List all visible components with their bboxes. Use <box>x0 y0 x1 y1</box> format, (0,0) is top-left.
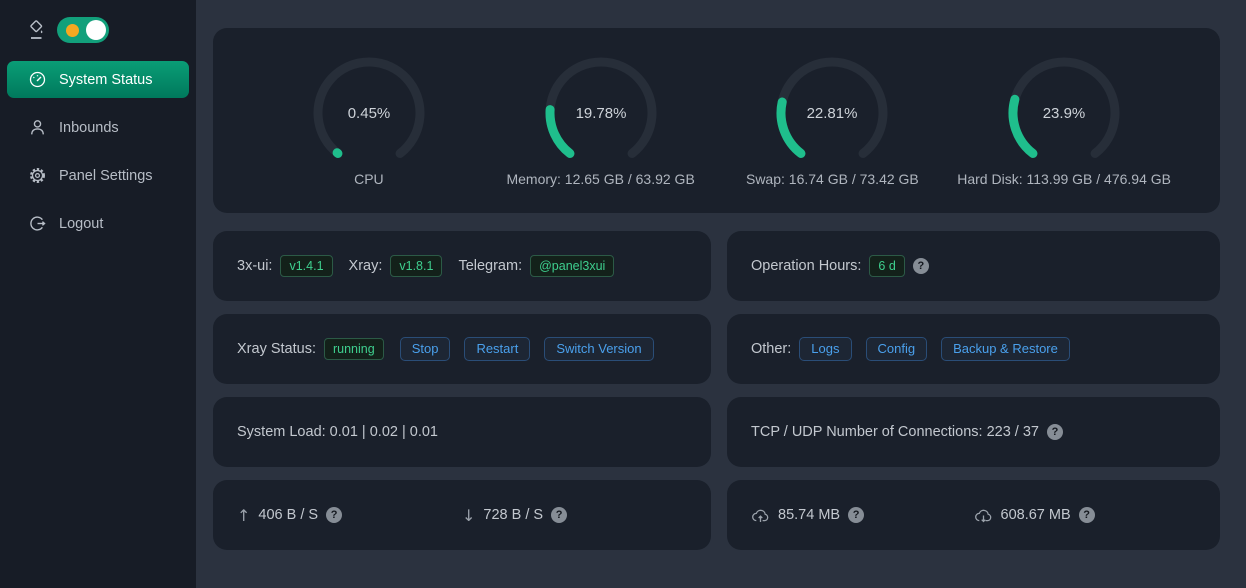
xui-label: 3x-ui: <box>237 258 273 274</box>
main-content: 0.45% CPU 19.78% Memory: 12.65 GB / 63.9… <box>196 0 1246 588</box>
question-icon[interactable]: ? <box>912 258 929 274</box>
traffic-totals-card: 85.74 MB ? 608.67 MB ? <box>727 480 1220 550</box>
gauge-progress <box>545 57 657 158</box>
operation-hours-tag: 6 d <box>869 255 905 277</box>
telegram-handle-tag[interactable]: @panel3xui <box>530 255 615 277</box>
gauge-label: CPU <box>354 170 384 187</box>
gauge-label: Hard Disk: 113.99 GB / 476.94 GB <box>957 170 1171 187</box>
download-speed-value: 728 B / S <box>483 507 544 523</box>
download-speed: ↓ 728 B / S ? <box>462 506 687 525</box>
backup-restore-button[interactable]: Backup & Restore <box>941 337 1070 361</box>
connections-card: TCP / UDP Number of Connections: 223 / 3… <box>727 397 1220 467</box>
gauge-track <box>313 57 425 158</box>
xray-status-tag: running <box>323 338 384 360</box>
network-speed-card: ↑ 406 B / S ? ↓ 728 B / S ? <box>213 480 711 550</box>
sidebar-item-label: System Status <box>59 71 153 88</box>
question-icon[interactable]: ? <box>1047 424 1063 440</box>
gauge-percent: 22.81% <box>807 105 858 122</box>
gauge-cpu: 0.45% CPU <box>253 55 485 187</box>
xui-version-tag: v1.4.1 <box>280 255 333 277</box>
toggle-knob <box>86 20 106 40</box>
xray-status-label: Xray Status: <box>237 341 316 357</box>
xray-label: Xray: <box>348 258 383 274</box>
xray-version-tag: v1.8.1 <box>390 255 443 277</box>
system-load-text: System Load: 0.01 | 0.02 | 0.01 <box>237 424 438 440</box>
gauge-progress <box>1008 57 1120 158</box>
xray-status-card: Xray Status: running Stop Restart Switch… <box>213 314 711 384</box>
theme-row <box>0 15 196 45</box>
sidebar-item-system-status[interactable]: System Status <box>7 61 189 98</box>
traffic-sent-value: 85.74 MB <box>778 507 841 523</box>
gauge-memory: 19.78% Memory: 12.65 GB / 63.92 GB <box>485 55 717 187</box>
question-icon[interactable]: ? <box>1078 507 1095 523</box>
cloud-upload-icon <box>752 509 769 522</box>
sidebar-item-logout[interactable]: Logout <box>7 205 189 242</box>
operation-hours-card: Operation Hours: 6 d ? <box>727 231 1220 301</box>
versions-card: 3x-ui: v1.4.1 Xray: v1.8.1 Telegram: @pa… <box>213 231 711 301</box>
sidebar-menu: System Status Inbounds Panel Settings <box>0 61 196 242</box>
telegram-label: Telegram: <box>458 258 523 274</box>
traffic-sent: 85.74 MB ? <box>751 507 974 523</box>
user-icon <box>31 120 44 135</box>
gear-icon <box>30 168 45 183</box>
sidebar: System Status Inbounds Panel Settings <box>0 0 196 588</box>
sidebar-item-label: Panel Settings <box>59 167 153 184</box>
gauge-percent: 0.45% <box>348 105 391 122</box>
connections-text: TCP / UDP Number of Connections: 223 / 3… <box>751 424 1039 440</box>
gauge-hard-disk: 23.9% Hard Disk: 113.99 GB / 476.94 GB <box>948 55 1180 187</box>
stop-button[interactable]: Stop <box>399 337 451 361</box>
question-icon[interactable]: ? <box>848 507 865 523</box>
gauge-swap: 22.81% Swap: 16.74 GB / 73.42 GB <box>717 55 949 187</box>
logs-button[interactable]: Logs <box>799 337 852 361</box>
arrow-down-icon: ↓ <box>462 505 476 525</box>
dark-mode-toggle[interactable] <box>57 17 109 43</box>
gauge-label: Memory: 12.65 GB / 63.92 GB <box>506 170 695 187</box>
restart-button[interactable]: Restart <box>464 337 531 361</box>
operation-hours-label: Operation Hours: <box>751 258 862 274</box>
question-icon[interactable]: ? <box>551 507 568 523</box>
sidebar-item-inbounds[interactable]: Inbounds <box>7 109 189 146</box>
gauge-progress <box>776 57 888 158</box>
sun-icon <box>66 24 79 37</box>
upload-speed: ↑ 406 B / S ? <box>237 506 462 525</box>
resource-gauges-card: 0.45% CPU 19.78% Memory: 12.65 GB / 63.9… <box>213 28 1220 213</box>
config-button[interactable]: Config <box>865 337 928 361</box>
question-icon[interactable]: ? <box>326 507 343 523</box>
logout-icon <box>30 216 46 231</box>
other-actions-card: Other: Logs Config Backup & Restore <box>727 314 1220 384</box>
gauge-label: Swap: 16.74 GB / 73.42 GB <box>745 170 919 187</box>
dashboard-icon <box>29 71 46 88</box>
sidebar-item-label: Inbounds <box>59 119 119 136</box>
sidebar-item-label: Logout <box>59 215 104 232</box>
traffic-received-value: 608.67 MB <box>1000 507 1071 523</box>
traffic-received: 608.67 MB ? <box>974 507 1197 523</box>
system-load-card: System Load: 0.01 | 0.02 | 0.01 <box>213 397 711 467</box>
arrow-up-icon: ↑ <box>237 505 251 525</box>
gauge-percent: 19.78% <box>575 105 626 122</box>
upload-speed-value: 406 B / S <box>258 507 319 523</box>
other-label: Other: <box>751 341 792 357</box>
switch-version-button[interactable]: Switch Version <box>544 337 654 361</box>
sidebar-item-panel-settings[interactable]: Panel Settings <box>7 157 189 194</box>
gauge-percent: 23.9% <box>1043 105 1086 122</box>
theme-icon <box>30 20 43 39</box>
cloud-download-icon <box>974 509 991 522</box>
